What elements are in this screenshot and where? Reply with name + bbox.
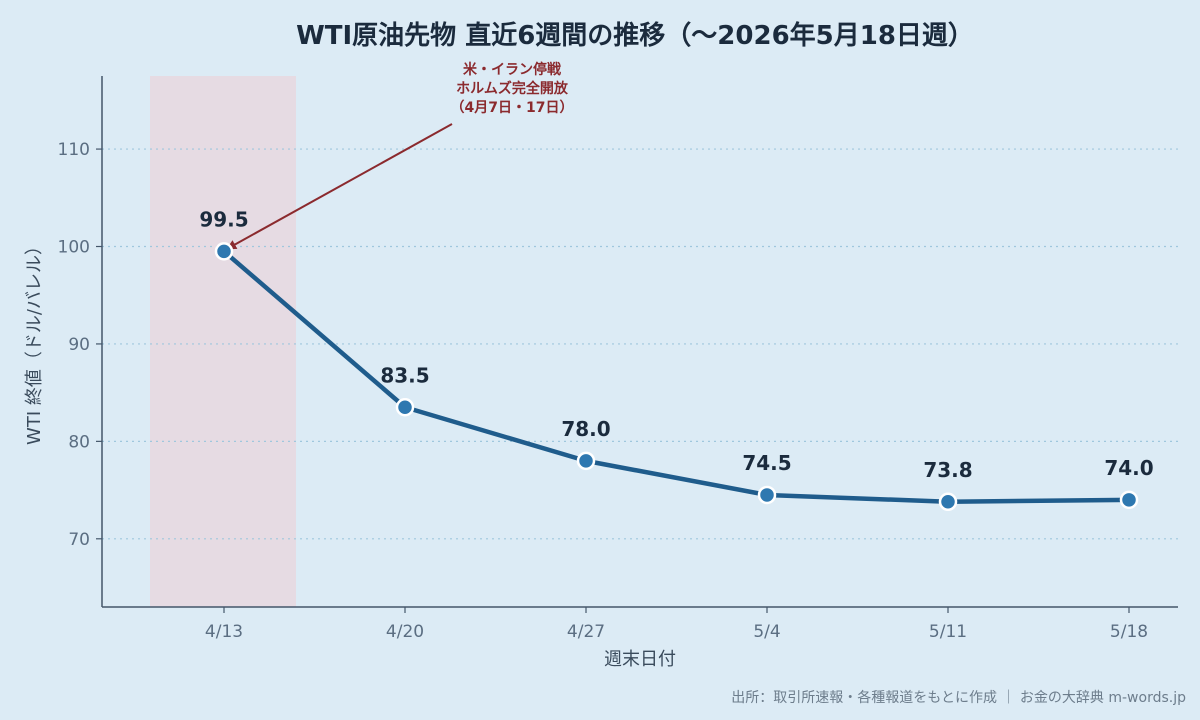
data-point xyxy=(757,485,777,505)
x-tick-label: 5/4 xyxy=(753,622,780,642)
annotation-arrow xyxy=(226,123,453,250)
y-tick-label: 80 xyxy=(68,432,90,452)
y-tick-label: 110 xyxy=(58,140,90,160)
x-axis-label: 週末日付 xyxy=(604,649,676,670)
series-line-layer xyxy=(221,249,1132,505)
data-points xyxy=(214,242,1139,512)
x-tick-label: 5/18 xyxy=(1110,622,1148,642)
highlight-band-layer xyxy=(150,76,296,607)
x-ticks: 4/13 4/20 4/27 5/4 5/11 5/18 xyxy=(205,607,1148,642)
annotation-line-3: （4月7日・17日） xyxy=(451,100,574,116)
x-tick-label: 4/27 xyxy=(567,622,605,642)
annotation-line-1: 米・イラン停戦 xyxy=(463,61,562,78)
data-label: 99.5 xyxy=(199,207,248,231)
y-axis-label: WTI 終値（ドル/バレル） xyxy=(24,237,45,445)
x-tick-label: 4/20 xyxy=(386,622,424,642)
data-label: 83.5 xyxy=(380,363,429,387)
y-tick-label: 100 xyxy=(58,238,90,258)
data-point xyxy=(214,242,234,261)
x-tick-label: 5/11 xyxy=(929,622,967,642)
data-point xyxy=(938,492,958,512)
chart-title: WTI原油先物 直近6週間の推移（〜2026年5月18日週） xyxy=(296,20,974,51)
data-point xyxy=(395,398,415,417)
x-tick-label: 4/13 xyxy=(205,622,243,642)
annotation-line-2: ホルムズ完全開放 xyxy=(456,80,569,97)
data-labels: 99.5 83.5 78.0 74.5 73.8 74.0 xyxy=(199,207,1153,481)
data-label: 78.0 xyxy=(561,417,610,441)
data-point xyxy=(576,451,596,471)
data-label: 73.8 xyxy=(923,458,972,482)
highlight-band xyxy=(150,76,296,607)
data-point xyxy=(1119,490,1139,510)
data-label: 74.5 xyxy=(742,451,791,475)
y-tick-label: 90 xyxy=(68,335,90,355)
y-ticks: 70 80 90 100 110 xyxy=(58,140,102,550)
y-tick-label: 70 xyxy=(68,530,90,550)
annotation: 米・イラン停戦 ホルムズ完全開放 （4月7日・17日） xyxy=(226,61,574,250)
source-note: 出所：取引所速報・各種報道をもとに作成 ｜ お金の大辞典 m-words.jp xyxy=(731,690,1186,706)
series-line xyxy=(221,249,1132,505)
data-label: 74.0 xyxy=(1104,456,1153,480)
